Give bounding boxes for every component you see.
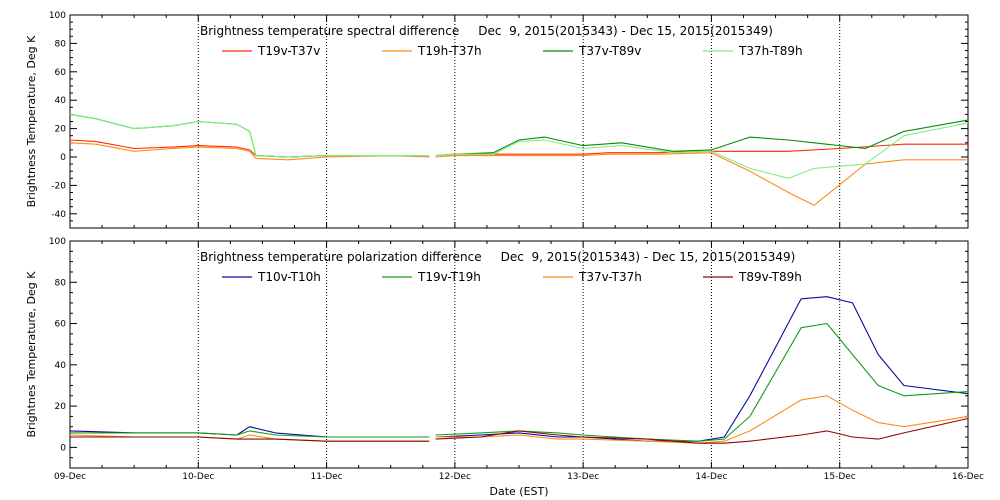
y-tick-label: 20 xyxy=(55,402,67,412)
series-line xyxy=(435,119,969,157)
y-axis-label: Brightnes Temperature, Deg K xyxy=(25,271,38,438)
series-line xyxy=(435,322,969,442)
legend-label: T89v-T89h xyxy=(738,270,802,284)
series-line xyxy=(435,296,969,442)
y-tick-label: -40 xyxy=(51,210,66,220)
series-line xyxy=(435,417,969,444)
chart-title: Brightness temperature polarization diff… xyxy=(200,250,795,264)
legend-label: T19v-T37v xyxy=(257,44,320,58)
x-tick-label: 16-Dec xyxy=(952,472,984,482)
legend-label: T19v-T19h xyxy=(417,270,481,284)
y-tick-label: 20 xyxy=(55,125,67,135)
x-tick-label: 10-Dec xyxy=(182,472,214,482)
series-line xyxy=(70,436,430,442)
chart-title: Brightness temperature spectral differen… xyxy=(200,24,773,38)
x-tick-label: 15-Dec xyxy=(824,472,856,482)
x-axis-label: Date (EST) xyxy=(489,485,548,498)
x-tick-label: 12-Dec xyxy=(439,472,471,482)
x-tick-label: 09-Dec xyxy=(54,472,86,482)
y-tick-label: 40 xyxy=(55,96,67,106)
series-line xyxy=(70,430,430,438)
series-line xyxy=(435,122,969,179)
x-tick-label: 14-Dec xyxy=(695,472,727,482)
y-tick-label: 80 xyxy=(55,39,67,49)
legend-label: T37v-T89v xyxy=(578,44,641,58)
x-tick-label: 11-Dec xyxy=(311,472,343,482)
y-tick-label: 0 xyxy=(60,153,66,163)
series-line xyxy=(435,395,969,444)
series-line xyxy=(69,142,430,161)
legend-label: T10v-T10h xyxy=(257,270,321,284)
y-axis-label: Brightness Temperature, Deg K xyxy=(25,35,38,207)
y-tick-label: 40 xyxy=(55,361,67,371)
plot-frame xyxy=(69,240,969,469)
y-tick-label: 80 xyxy=(55,278,67,288)
series-line xyxy=(69,139,430,158)
x-tick-label: 13-Dec xyxy=(567,472,599,482)
series-line xyxy=(69,434,430,442)
series-line xyxy=(69,113,430,158)
y-tick-label: 60 xyxy=(55,68,67,78)
y-tick-label: -20 xyxy=(51,181,66,191)
y-tick-label: 100 xyxy=(49,11,66,21)
y-tick-label: 60 xyxy=(55,320,67,330)
y-tick-label: 100 xyxy=(49,237,66,247)
legend-label: T37v-T37h xyxy=(578,270,642,284)
y-tick-label: 0 xyxy=(60,443,66,453)
legend-label: T19h-T37h xyxy=(417,44,482,58)
legend-label: T37h-T89h xyxy=(738,44,803,58)
series-line xyxy=(435,152,968,206)
